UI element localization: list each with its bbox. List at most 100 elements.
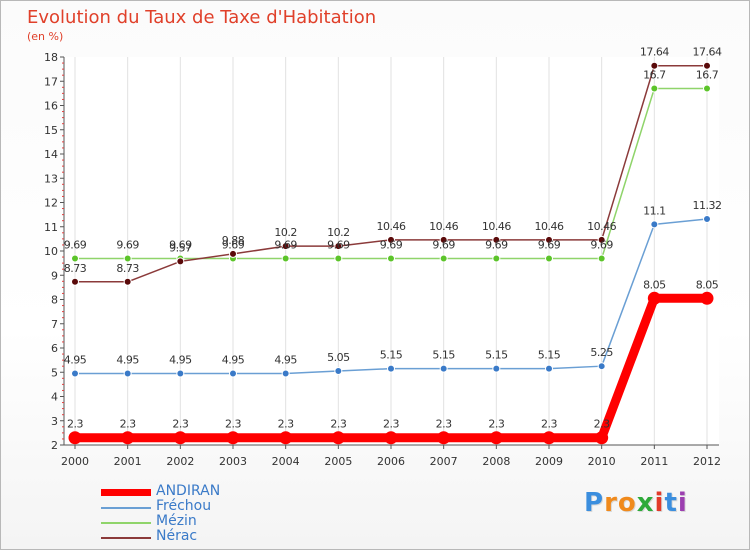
data-label: 2.3 — [330, 418, 346, 431]
legend-swatch — [101, 507, 151, 509]
x-tick-label: 2009 — [535, 455, 563, 468]
data-point — [121, 431, 135, 445]
data-point — [650, 84, 659, 93]
data-label: 2.3 — [594, 418, 610, 431]
logo-letter: r — [604, 488, 618, 518]
chart-unit: (en %) — [27, 30, 64, 43]
data-label: 9.69 — [590, 239, 613, 252]
data-point — [176, 369, 185, 378]
data-point — [71, 369, 79, 378]
data-point — [173, 431, 187, 445]
data-point — [650, 220, 659, 229]
data-label: 2.3 — [172, 418, 188, 431]
data-label: 5.05 — [327, 351, 350, 364]
data-point — [700, 291, 714, 305]
data-point — [703, 214, 711, 223]
data-label: 9.69 — [169, 239, 192, 252]
data-label: 2.3 — [436, 418, 452, 431]
data-point — [595, 431, 609, 445]
series-layer — [68, 61, 714, 445]
legend-label: Mézin — [156, 513, 197, 529]
data-label: 9.69 — [432, 239, 455, 252]
legend-swatch — [101, 522, 151, 524]
x-tick-label: 2003 — [219, 455, 247, 468]
y-tick-label: 3 — [51, 415, 58, 428]
axis-layer: 2 3 4 5 6 7 8 9 10 11 12 13 14 15 16 17 18 2000 2001 2002 20… — [44, 51, 721, 468]
y-tick-label: 15 — [44, 124, 58, 137]
data-label: 9.69 — [327, 239, 350, 252]
data-label: 10.46 — [587, 220, 616, 233]
data-point — [229, 249, 237, 258]
data-point — [387, 235, 395, 244]
data-point — [542, 431, 556, 445]
data-point — [71, 254, 79, 263]
data-label: 11.1 — [643, 204, 666, 217]
logo-letter: i — [677, 488, 688, 518]
data-point — [226, 431, 240, 445]
x-tick-label: 2002 — [166, 455, 194, 468]
logo-letter: P — [584, 488, 605, 518]
data-label: 8.73 — [64, 262, 87, 275]
data-label: 10.46 — [535, 220, 564, 233]
y-tick-label: 14 — [44, 148, 58, 161]
data-point — [281, 242, 290, 251]
data-label: 4.95 — [116, 353, 139, 366]
y-tick-label: 11 — [44, 221, 58, 234]
data-point — [492, 254, 501, 263]
data-point — [492, 235, 501, 244]
data-label: 10.46 — [377, 220, 406, 233]
data-label: 4.95 — [222, 353, 245, 366]
data-point — [437, 431, 451, 445]
data-label: 4.95 — [169, 353, 192, 366]
legend-swatch — [101, 489, 151, 496]
data-point — [281, 254, 290, 263]
x-tick-label: 2001 — [114, 455, 142, 468]
y-tick-label: 12 — [44, 197, 58, 210]
data-label: 8.05 — [696, 278, 719, 291]
x-tick-label: 2007 — [430, 455, 458, 468]
x-tick-label: 2005 — [324, 455, 352, 468]
data-label: 10.46 — [429, 220, 458, 233]
data-label: 2.3 — [383, 418, 399, 431]
y-tick-label: 9 — [51, 269, 58, 282]
data-label: 4.95 — [64, 353, 87, 366]
series-andiran — [68, 291, 714, 445]
y-tick-label: 7 — [51, 318, 58, 331]
legend-item: Fréchou — [101, 498, 301, 514]
data-label: 2.3 — [225, 418, 241, 431]
data-label: 9.69 — [485, 239, 508, 252]
data-point — [597, 254, 606, 263]
data-point — [387, 364, 395, 373]
logo-letter: i — [654, 488, 665, 518]
legend-item: ANDIRAN — [101, 483, 301, 499]
x-tick-label: 2004 — [272, 455, 300, 468]
data-point — [334, 242, 343, 251]
y-tick-label: 5 — [51, 366, 58, 379]
data-label: 10.46 — [482, 220, 511, 233]
data-point — [123, 254, 132, 263]
legend: ANDIRAN Fréchou Mézin Nérac — [101, 483, 301, 547]
data-label: 16.7 — [696, 69, 719, 82]
x-tick-label: 2008 — [482, 455, 510, 468]
data-label: 5.15 — [380, 349, 403, 362]
legend-label: ANDIRAN — [156, 483, 221, 499]
y-tick-label: 4 — [51, 391, 58, 404]
data-label: 5.15 — [538, 349, 561, 362]
y-tick-label: 13 — [44, 172, 58, 185]
data-point — [439, 254, 448, 263]
y-tick-label: 8 — [51, 294, 58, 307]
data-point — [334, 254, 343, 263]
data-point — [650, 61, 659, 70]
legend-item: Mézin — [101, 513, 301, 529]
logo-letter: t — [664, 488, 678, 518]
data-label: 2.3 — [541, 418, 557, 431]
data-point — [176, 257, 185, 266]
data-point — [334, 367, 343, 376]
data-point — [387, 254, 395, 263]
data-label: 10.2 — [274, 226, 297, 239]
y-tick-label: 17 — [44, 75, 58, 88]
data-label: 2.3 — [488, 418, 504, 431]
data-point — [703, 61, 711, 70]
